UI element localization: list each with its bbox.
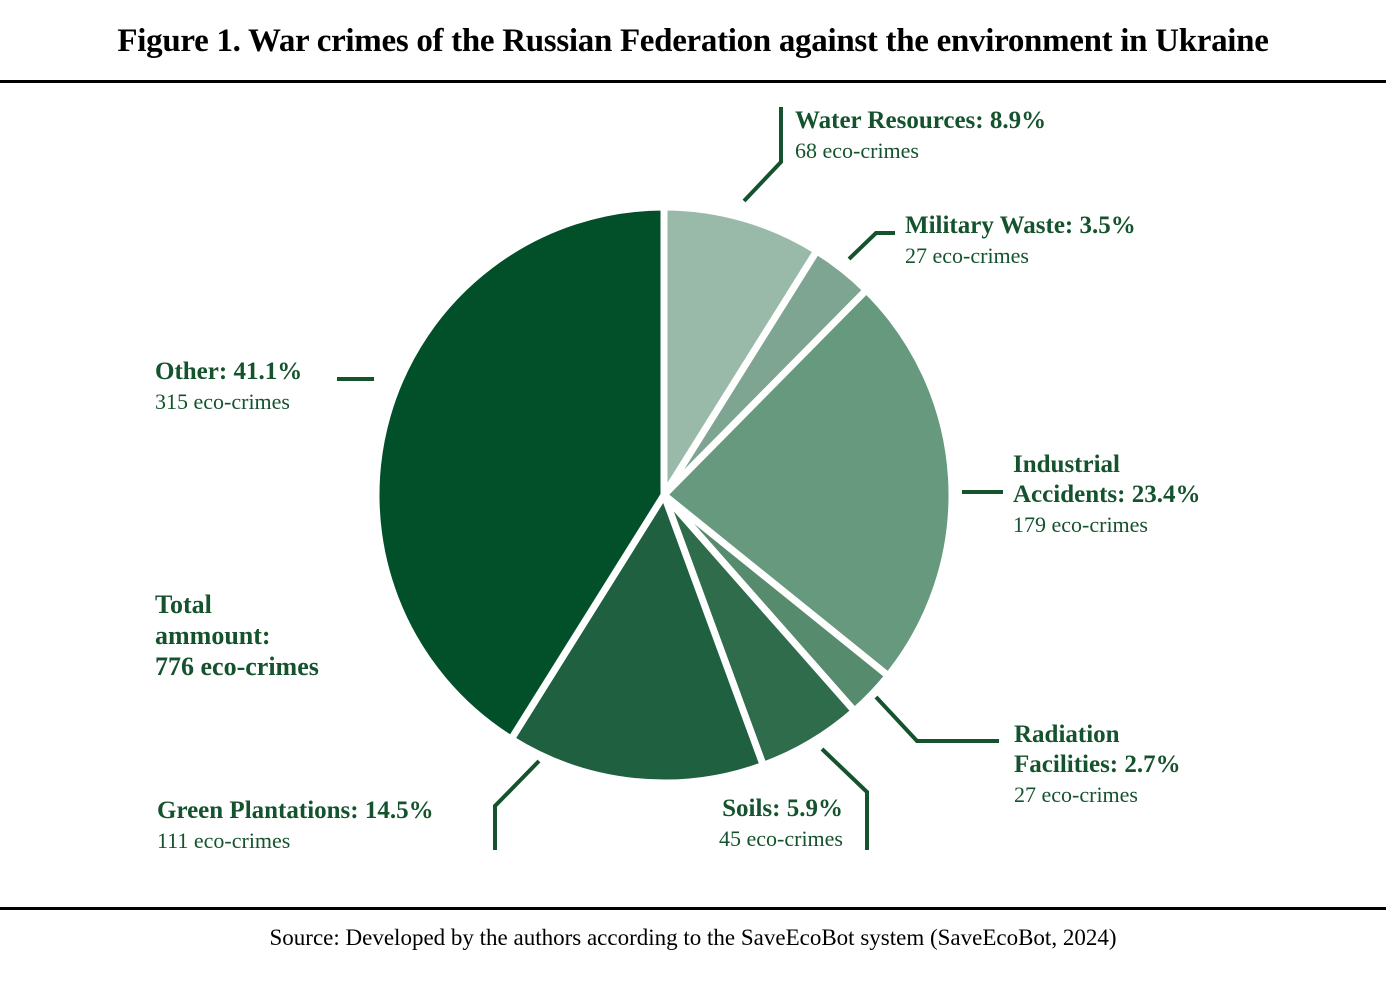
category-label-text: Water Resources: 8.9%	[795, 107, 1047, 134]
category-count-text: 27 eco-crimes	[905, 243, 1029, 268]
total-note-line: 776 eco-crimes	[155, 652, 319, 681]
total-amount-note: Total ammount: 776 eco-crimes	[155, 589, 319, 682]
total-note-line: ammount:	[155, 621, 271, 650]
pie-slice-water-resources	[660, 203, 822, 508]
category-label-text: Accidents: 23.4%	[1013, 481, 1201, 508]
top-divider-rule	[0, 80, 1386, 83]
category-label-text: Military Waste: 3.5%	[905, 212, 1136, 239]
category-label-text: Other: 41.1%	[155, 358, 303, 385]
pie-slice-other	[372, 203, 668, 744]
figure-title: Figure 1. War crimes of the Russian Fede…	[117, 23, 1269, 59]
label-industrial-accidents: Industrial Accidents: 23.4% 179 eco-crim…	[1013, 450, 1200, 539]
category-count-text: 68 eco-crimes	[795, 138, 919, 163]
leader-line-soils	[820, 747, 869, 850]
category-count-text: 315 eco-crimes	[155, 389, 290, 414]
pie-slice-green-plantations	[506, 487, 768, 787]
leader-line-radiation-facilities	[874, 695, 999, 743]
pie-slice-industrial-accidents	[658, 285, 956, 681]
bottom-divider-rule	[0, 907, 1386, 910]
category-label-text: Industrial	[1013, 451, 1120, 478]
total-note-line: Total	[155, 590, 212, 619]
category-label-text: Facilities: 2.7%	[1014, 751, 1181, 778]
label-soils: Soils: 5.9% 45 eco-crimes	[719, 794, 843, 853]
label-green-plantations: Green Plantations: 14.5% 111 eco-crimes	[157, 796, 434, 855]
category-label-text: Radiation	[1014, 721, 1120, 748]
source-caption: Source: Developed by the authors accordi…	[269, 925, 1117, 950]
category-count-text: 27 eco-crimes	[1014, 782, 1138, 807]
label-other: Other: 41.1% 315 eco-crimes	[155, 357, 302, 416]
label-military-waste: Military Waste: 3.5% 27 eco-crimes	[905, 211, 1136, 270]
category-label-text: Green Plantations: 14.5%	[157, 797, 434, 824]
leader-line-military-waste	[847, 231, 895, 261]
category-count-text: 45 eco-crimes	[719, 826, 843, 851]
leader-line-water-resources	[742, 107, 783, 203]
label-radiation-facilities: Radiation Facilities: 2.7% 27 eco-crimes	[1014, 720, 1181, 809]
leader-line-green-plantations	[493, 759, 541, 850]
category-count-text: 111 eco-crimes	[157, 828, 291, 853]
category-count-text: 179 eco-crimes	[1013, 512, 1148, 537]
label-water-resources: Water Resources: 8.9% 68 eco-crimes	[795, 106, 1046, 165]
category-label-text: Soils: 5.9%	[722, 795, 843, 822]
